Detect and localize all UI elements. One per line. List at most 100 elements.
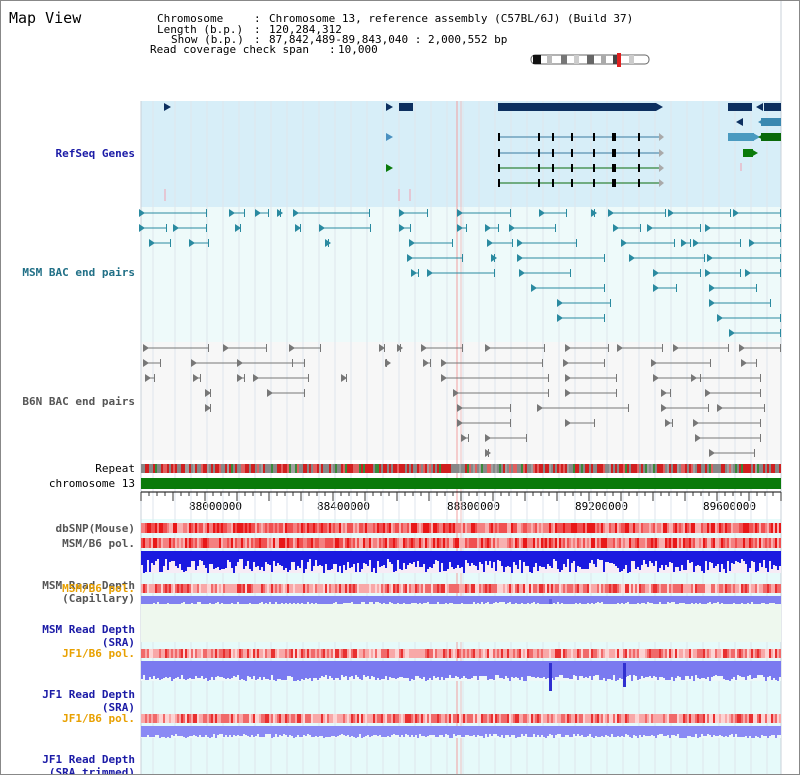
dbsnp-band <box>141 523 143 533</box>
dbsnp-band <box>595 523 597 533</box>
jf1-b6-pol-band <box>413 649 415 658</box>
jf1-b6-pol-band <box>171 649 173 658</box>
repeat-segment <box>195 464 197 473</box>
jf1-sra-depth-bar <box>199 661 201 678</box>
msm-b6-pol-band <box>541 538 543 548</box>
jf1-trimmed-depth-bar <box>655 726 657 738</box>
msm-capillary-depth-bar <box>649 551 651 561</box>
jf1-sra-depth-bar <box>587 661 589 678</box>
jf1-b6-pol-band <box>679 649 681 658</box>
msm-b6-pol-band <box>371 538 373 548</box>
dbsnp-band <box>151 523 153 533</box>
msm-capillary-depth-bar <box>585 551 587 569</box>
msm-b6-pol-band <box>765 584 767 593</box>
msm-b6-pol-band <box>625 538 627 548</box>
jf1-sra-depth-bar <box>171 661 173 681</box>
msm-sra-depth-bar <box>235 596 237 604</box>
jf1-trimmed-depth-bar <box>737 726 739 737</box>
dbsnp-band <box>729 523 731 533</box>
msm-bac-pair-end <box>613 224 619 232</box>
repeat-segment <box>475 464 477 473</box>
jf1-b6-pol-band <box>777 714 779 723</box>
msm-capillary-depth-bar <box>583 551 585 569</box>
jf1-sra-depth-bar <box>665 661 667 680</box>
msm-b6-pol-band <box>613 584 615 593</box>
repeat-segment <box>627 464 629 473</box>
jf1-trimmed-depth-bar <box>231 726 233 737</box>
msm-sra-depth-bar <box>529 596 531 605</box>
jf1-sra-depth-bar <box>241 661 243 679</box>
msm-b6-pol-band <box>365 584 367 593</box>
dbsnp-band <box>253 523 255 533</box>
jf1-trimmed-depth-bar <box>669 726 671 738</box>
dbsnp-band <box>737 523 739 533</box>
jf1-trimmed-depth-bar <box>227 726 229 737</box>
msm-sra-depth-bar <box>771 596 773 603</box>
msm-bac-pair-end <box>369 209 370 217</box>
jf1-sra-depth-bar <box>287 661 289 676</box>
msm-bac-pair-end <box>149 239 155 247</box>
msm-b6-pol-band <box>353 538 355 548</box>
jf1-sra-depth-bar <box>555 661 557 677</box>
repeat-segment <box>731 464 733 473</box>
jf1-trimmed-depth-bar <box>185 726 187 738</box>
msm-b6-pol-band <box>647 584 649 593</box>
jf1-trimmed-depth-bar <box>419 726 421 734</box>
msm-b6-pol-band <box>333 538 335 548</box>
jf1-trimmed-depth-bar <box>497 726 499 736</box>
jf1-b6-pol-band <box>349 649 351 658</box>
jf1-trimmed-depth-bar <box>303 726 305 735</box>
msm-b6-pol-band <box>217 538 219 548</box>
msm-b6-pol-band <box>751 538 753 548</box>
jf1-sra-depth-bar <box>275 661 277 681</box>
msm-b6-pol-band <box>679 538 681 548</box>
dbsnp-band <box>719 523 721 533</box>
msm-b6-pol-band <box>169 538 171 548</box>
dbsnp-band <box>379 523 381 533</box>
chromosome-ideogram[interactable] <box>529 53 653 67</box>
msm-sra-depth-bar <box>177 596 179 604</box>
jf1-trimmed-depth-bar <box>411 726 413 735</box>
jf1-b6-pol-band <box>389 714 391 723</box>
msm-b6-pol-band <box>415 538 417 548</box>
jf1-b6-pol-band <box>713 714 715 723</box>
jf1-sra-depth-bar <box>281 661 283 680</box>
msm-sra-depth-bar <box>713 596 715 603</box>
msm-sra-depth-bar <box>347 596 349 603</box>
jf1-b6-pol-band <box>729 649 731 658</box>
jf1-b6-pol-band <box>761 649 763 658</box>
jf1-sra-depth-bar <box>513 661 515 678</box>
dbsnp-band <box>437 523 439 533</box>
msm-capillary-depth-bar <box>537 551 539 571</box>
jf1-b6-pol-band <box>337 649 339 658</box>
msm-b6-pol-band <box>321 538 323 548</box>
msm-sra-depth-bar <box>747 596 749 603</box>
b6n-bac-pair-end <box>160 359 161 367</box>
msm-capillary-depth-bar <box>219 551 221 570</box>
b6n-bac-pair-end <box>430 359 431 367</box>
jf1-b6-pol-band <box>521 649 523 658</box>
jf1-trimmed-depth-bar <box>253 726 255 737</box>
msm-capillary-depth-bar <box>221 551 223 569</box>
jf1-sra-depth-bar <box>473 661 475 676</box>
msm-b6-pol-band <box>505 584 507 593</box>
msm-bac-pair-end <box>295 224 301 232</box>
jf1-sra-depth-bar <box>415 661 417 676</box>
msm-b6-pol-band <box>609 584 611 593</box>
repeat-segment <box>715 464 717 473</box>
jf1-sra-depth-bar <box>419 661 421 678</box>
jf1-sra-depth-bar <box>535 661 537 678</box>
msm-b6-pol-band <box>665 584 667 593</box>
msm-sra-depth-bar <box>205 596 207 605</box>
repeat-segment <box>659 464 661 473</box>
msm-sra-depth-bar <box>719 596 721 604</box>
jf1-b6-pol-band <box>621 649 623 658</box>
dbsnp-band <box>225 523 227 533</box>
jf1-b6-pol-band <box>659 649 661 658</box>
repeat-segment <box>509 464 511 473</box>
jf1-b6-pol-band <box>625 649 627 658</box>
msm-capillary-depth-bar <box>745 551 747 564</box>
jf1-b6-pol-band <box>435 649 437 658</box>
b6n-bac-pair-end <box>154 374 155 382</box>
